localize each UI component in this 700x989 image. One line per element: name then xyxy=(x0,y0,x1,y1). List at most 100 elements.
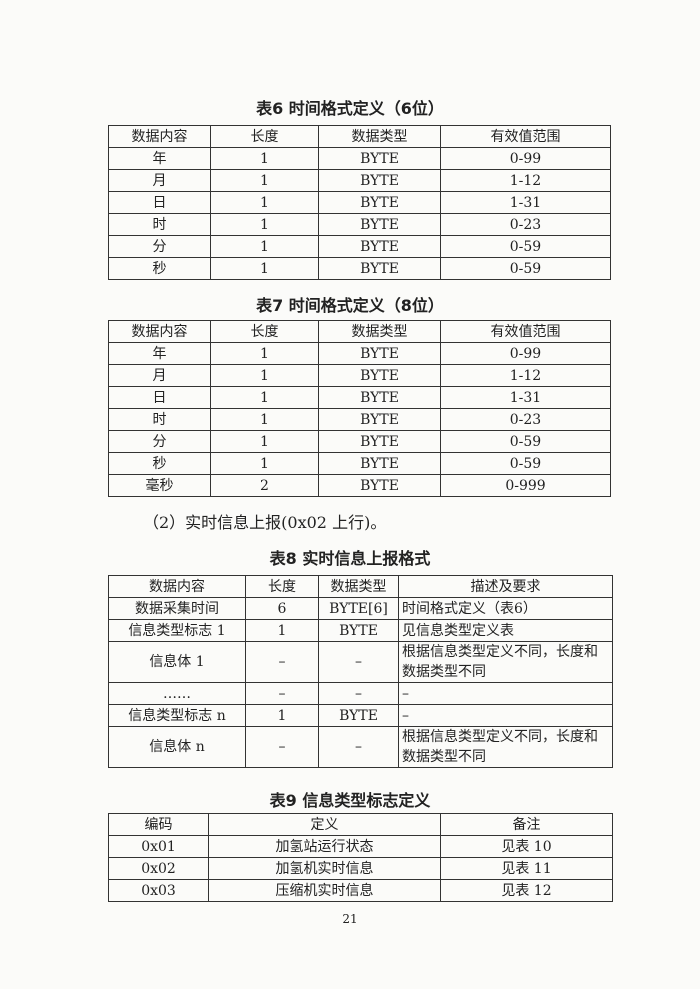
table-cell: 1 xyxy=(210,191,319,214)
table-row: 0x02 加氢机实时信息 见表 11 xyxy=(108,857,613,880)
table-cell: 1 xyxy=(210,257,319,280)
table-row: 0x03 压缩机实时信息 见表 12 xyxy=(108,879,613,902)
table-cell: 见信息类型定义表 xyxy=(398,619,613,642)
table-cell: BYTE xyxy=(318,147,441,170)
table-cell: 1-12 xyxy=(440,364,611,387)
table-cell: BYTE[6] xyxy=(318,597,399,620)
table-cell: 0-99 xyxy=(440,342,611,365)
table-row: 时 1 BYTE 0-23 xyxy=(108,213,611,236)
column-header: 数据类型 xyxy=(318,320,441,343)
table-cell: 年 xyxy=(108,342,211,365)
column-header: 长度 xyxy=(210,125,319,148)
table-cell: 信息类型标志 n xyxy=(108,704,246,727)
table-row: 日 1 BYTE 1-31 xyxy=(108,191,611,214)
table-cell: …… xyxy=(108,682,246,705)
table-cell: BYTE xyxy=(318,191,441,214)
table-cell: 1-12 xyxy=(440,169,611,192)
table-row: 月 1 BYTE 1-12 xyxy=(108,169,611,192)
table-cell: 时 xyxy=(108,408,211,431)
table-cell: 月 xyxy=(108,364,211,387)
table-cell: – xyxy=(318,726,399,768)
table-row: 毫秒 2 BYTE 0-999 xyxy=(108,474,611,497)
table-cell: BYTE xyxy=(318,452,441,475)
table-cell: 1 xyxy=(210,342,319,365)
table-cell: BYTE xyxy=(318,235,441,258)
table-cell: – xyxy=(245,641,319,683)
table-cell: BYTE xyxy=(318,474,441,497)
table-row: 信息体 1– – 根据信息类型定义不同，长度和数据类型不同 xyxy=(108,641,613,683)
table-cell: 秒 xyxy=(108,452,211,475)
table-cell: 1 xyxy=(210,430,319,453)
column-header: 备注 xyxy=(440,813,613,836)
table-row: 日 1 BYTE 1-31 xyxy=(108,386,611,409)
table-cell: 年 xyxy=(108,147,211,170)
table8-title: 表8 实时信息上报格式 xyxy=(269,549,431,568)
table-cell: 1 xyxy=(210,364,319,387)
table-row: 分 1 BYTE 0-59 xyxy=(108,235,611,258)
table-cell: 1 xyxy=(210,213,319,236)
table-cell: 0x01 xyxy=(108,835,209,858)
table-cell: – xyxy=(318,682,399,705)
table9-title: 表9 信息类型标志定义 xyxy=(269,791,431,810)
table-row: 信息体 n – – 根据信息类型定义不同，长度和数据类型不同 xyxy=(108,726,613,768)
table7: 数据内容 长度 数据类型 有效值范围年 1 BYTE 0-99 月 1 BYTE 1-12 日 1 BYT… xyxy=(108,320,611,497)
table-cell: 时 xyxy=(108,213,211,236)
table-cell: 0-99 xyxy=(440,147,611,170)
table-cell: 1-31 xyxy=(440,191,611,214)
table-cell: 1 xyxy=(210,147,319,170)
table-cell: – xyxy=(245,682,319,705)
table-row: 年 1 BYTE 0-99 xyxy=(108,342,611,365)
table9: 编码 定义 备注 0x01 加氢站运行状态 见表 10 0x02 加氢机实时信息 见表 11 0x… xyxy=(108,813,613,902)
table-cell: 1-31 xyxy=(440,386,611,409)
table-cell: 0-23 xyxy=(440,213,611,236)
table-cell: 加氢站运行状态 xyxy=(208,835,441,858)
table-cell: 日 xyxy=(108,191,211,214)
table-cell: 信息体 n xyxy=(108,726,246,768)
table-cell: 信息体 1 xyxy=(108,641,246,683)
table-cell: 1 xyxy=(210,452,319,475)
table-cell: 见表 12 xyxy=(440,879,613,902)
table-cell: 分 xyxy=(108,235,211,258)
table-cell: 时间格式定义（表6） xyxy=(398,597,613,620)
table-cell: 6 xyxy=(245,597,319,620)
table-row: 月 1 BYTE 1-12 xyxy=(108,364,611,387)
table-row: 年 1 BYTE 0-99 xyxy=(108,147,611,170)
column-header: 数据类型 xyxy=(318,125,441,148)
header-row: 数据内容 长度 数据类型 有效值范围 xyxy=(108,125,611,148)
column-header: 编码 xyxy=(108,813,209,836)
table-cell: 见表 11 xyxy=(440,857,613,880)
table-cell: – xyxy=(318,641,399,683)
table-cell: 根据信息类型定义不同，长度和数据类型不同 xyxy=(398,726,613,768)
table-cell: 0-59 xyxy=(440,235,611,258)
section-paragraph: （2）实时信息上报(0x02 上行)。 xyxy=(143,513,387,532)
table7-title: 表7 时间格式定义（8位） xyxy=(256,296,444,315)
table-cell: 1 xyxy=(210,408,319,431)
table-row: 信息类型标志 n 1 BYTE – xyxy=(108,704,613,727)
table-cell: 1 xyxy=(245,704,319,727)
column-header: 定义 xyxy=(208,813,441,836)
table-cell: 见表 10 xyxy=(440,835,613,858)
column-header: 有效值范围 xyxy=(440,125,611,148)
header-row: 数据内容 长度 数据类型 有效值范围 xyxy=(108,320,611,343)
table-cell: 1 xyxy=(210,169,319,192)
table-row: 时 1 BYTE 0-23 xyxy=(108,408,611,431)
table-cell: BYTE xyxy=(318,213,441,236)
table-cell: 根据信息类型定义不同，长度和数据类型不同 xyxy=(398,641,613,683)
table-cell: BYTE xyxy=(318,408,441,431)
header-row: 数据内容 长度 数据类型 描述及要求 xyxy=(108,575,613,598)
table-cell: BYTE xyxy=(318,386,441,409)
column-header: 长度 xyxy=(210,320,319,343)
table6: 数据内容 长度 数据类型 有效值范围年 1 BYTE 0-99 月 1 BYTE 1-12 日 1 BYT… xyxy=(108,125,611,280)
table-row: 分 1 BYTE 0-59 xyxy=(108,430,611,453)
table-row: 0x01 加氢站运行状态 见表 10 xyxy=(108,835,613,858)
column-header: 有效值范围 xyxy=(440,320,611,343)
table-cell: 0-999 xyxy=(440,474,611,497)
table-cell: 月 xyxy=(108,169,211,192)
table-row: 信息类型标志 1 1 BYTE 见信息类型定义表 xyxy=(108,619,613,642)
column-header: 数据内容 xyxy=(108,575,246,598)
table-cell: – xyxy=(245,726,319,768)
page-number: 21 xyxy=(342,912,358,926)
table-cell: 1 xyxy=(210,386,319,409)
table8: 数据内容 长度 数据类型 描述及要求 数据采集时间 6 BYTE[6] 时间格式定义（表6）信… xyxy=(108,575,613,768)
table-cell: 1 xyxy=(245,619,319,642)
